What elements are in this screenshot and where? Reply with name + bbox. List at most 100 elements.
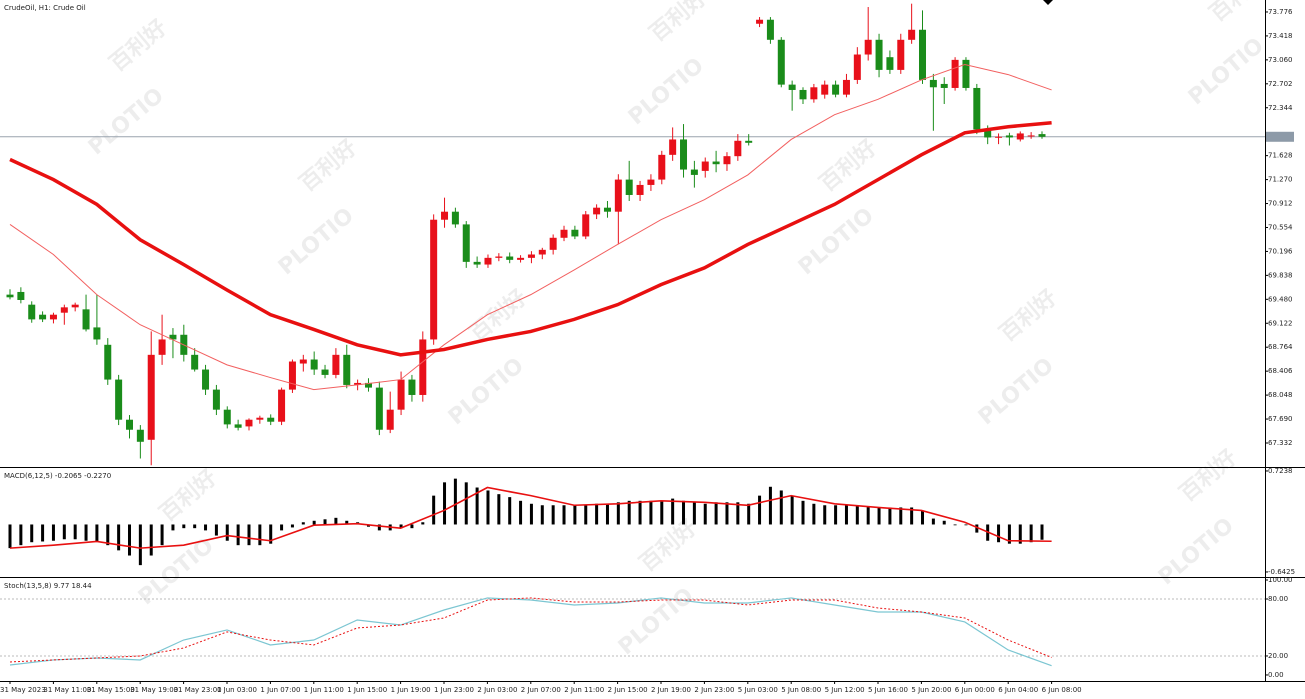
candle-body bbox=[799, 89, 807, 100]
histogram-bar bbox=[910, 507, 914, 525]
candle-body bbox=[995, 136, 1003, 138]
histogram-bar bbox=[823, 505, 827, 525]
histogram-bar bbox=[377, 524, 381, 531]
histogram-bar bbox=[95, 524, 99, 542]
y-tick-label: 73.776 bbox=[1268, 8, 1293, 16]
indicator-line bbox=[9, 64, 1052, 391]
candle-body bbox=[853, 54, 861, 80]
x-tick-label: 2 Jun 23:00 bbox=[694, 686, 734, 694]
x-tick-label: 2 Jun 15:00 bbox=[608, 686, 648, 694]
y-tick-label: 68.764 bbox=[1268, 343, 1293, 351]
y-tick-label: 71.628 bbox=[1268, 152, 1293, 160]
histogram-bar bbox=[432, 495, 436, 525]
histogram-bar bbox=[225, 524, 229, 541]
histogram-bar bbox=[975, 524, 979, 533]
candle-body bbox=[354, 382, 362, 385]
indicator-line bbox=[9, 120, 1052, 357]
y-tick-label: 20.00 bbox=[1268, 652, 1288, 660]
histogram-bar bbox=[519, 500, 523, 525]
histogram-bar bbox=[323, 519, 327, 525]
candle-body bbox=[441, 211, 449, 220]
candle-body bbox=[212, 389, 220, 410]
histogram-bar bbox=[30, 524, 34, 543]
candle-body bbox=[560, 229, 568, 238]
panel-title: CrudeOil, H1: Crude Oil bbox=[4, 4, 86, 12]
candle-body bbox=[517, 257, 525, 260]
candle-body bbox=[614, 179, 622, 212]
candle-body bbox=[973, 87, 981, 130]
current-price-box bbox=[1266, 131, 1294, 142]
x-tick-label: 5 Jun 20:00 bbox=[911, 686, 951, 694]
y-tick-label: 0.7238 bbox=[1268, 467, 1293, 475]
x-tick-label: 5 Jun 12:00 bbox=[825, 686, 865, 694]
histogram-bar bbox=[62, 524, 66, 540]
histogram-bar bbox=[475, 487, 479, 525]
histogram-bar bbox=[834, 505, 838, 525]
candle-body bbox=[549, 237, 557, 250]
candle-body bbox=[245, 419, 253, 427]
candle-body bbox=[408, 379, 416, 395]
histogram-bar bbox=[899, 507, 903, 525]
candle-body bbox=[234, 424, 242, 428]
x-tick-label: 31 May 23:00 bbox=[174, 686, 222, 694]
candle-body bbox=[6, 294, 14, 298]
candle-body bbox=[658, 154, 666, 180]
candle-body bbox=[136, 429, 144, 442]
histogram-bar bbox=[410, 524, 414, 529]
candle-body bbox=[734, 140, 742, 157]
candle-body bbox=[788, 84, 796, 90]
candle-body bbox=[712, 161, 720, 165]
candle-body bbox=[603, 207, 611, 212]
y-tick-label: 72.702 bbox=[1268, 80, 1293, 88]
candle-body bbox=[680, 139, 688, 170]
histogram-bar bbox=[953, 524, 957, 526]
histogram-bar bbox=[942, 520, 946, 525]
histogram-bar bbox=[193, 524, 197, 529]
histogram-bar bbox=[877, 507, 881, 525]
candle-body bbox=[919, 29, 927, 80]
histogram-bar bbox=[855, 505, 859, 525]
candle-body bbox=[929, 79, 937, 88]
histogram-bar bbox=[801, 500, 805, 525]
candle-body bbox=[593, 207, 601, 215]
histogram-bar bbox=[736, 502, 740, 525]
histogram-bar bbox=[399, 524, 403, 529]
histogram-bar bbox=[768, 486, 772, 525]
histogram-bar bbox=[8, 524, 12, 549]
y-tick-label: 80.00 bbox=[1268, 595, 1288, 603]
histogram-bar bbox=[1029, 524, 1033, 543]
x-tick-label: 1 Jun 07:00 bbox=[260, 686, 300, 694]
y-tick-label: 71.270 bbox=[1268, 176, 1293, 184]
candle-body bbox=[538, 249, 546, 255]
candle-body bbox=[147, 354, 155, 440]
y-tick-label: 0.00 bbox=[1268, 671, 1284, 679]
shift-marker bbox=[1043, 0, 1053, 5]
histogram-bar bbox=[73, 524, 77, 540]
x-tick-label: 31 May 11:00 bbox=[43, 686, 91, 694]
x-tick-label: 2 Jun 19:00 bbox=[651, 686, 691, 694]
y-tick-label: 68.406 bbox=[1268, 367, 1293, 375]
histogram-bar bbox=[236, 524, 240, 546]
histogram-bar bbox=[138, 524, 142, 566]
histogram-bar bbox=[573, 505, 577, 525]
candle-body bbox=[484, 257, 492, 265]
x-tick-label: 31 May 2023 bbox=[0, 686, 46, 694]
candle-body bbox=[299, 359, 307, 364]
candle-body bbox=[71, 304, 79, 308]
histogram-bar bbox=[106, 524, 110, 546]
candle-body bbox=[288, 361, 296, 390]
histogram-bar bbox=[671, 498, 675, 525]
histogram-bar bbox=[334, 517, 338, 525]
histogram-bar bbox=[812, 503, 816, 525]
histogram-bar bbox=[182, 524, 186, 529]
histogram-bar bbox=[964, 524, 968, 526]
candle-body bbox=[364, 382, 372, 388]
histogram-bar bbox=[149, 524, 153, 556]
histogram-bar bbox=[160, 524, 164, 546]
histogram-bar bbox=[497, 494, 501, 525]
x-tick-label: 1 Jun 15:00 bbox=[347, 686, 387, 694]
candle-body bbox=[908, 29, 916, 40]
histogram-bar bbox=[171, 524, 175, 531]
histogram-bar bbox=[931, 518, 935, 525]
panel-title: Stoch(13,5,8) 9.77 18.44 bbox=[4, 582, 92, 590]
